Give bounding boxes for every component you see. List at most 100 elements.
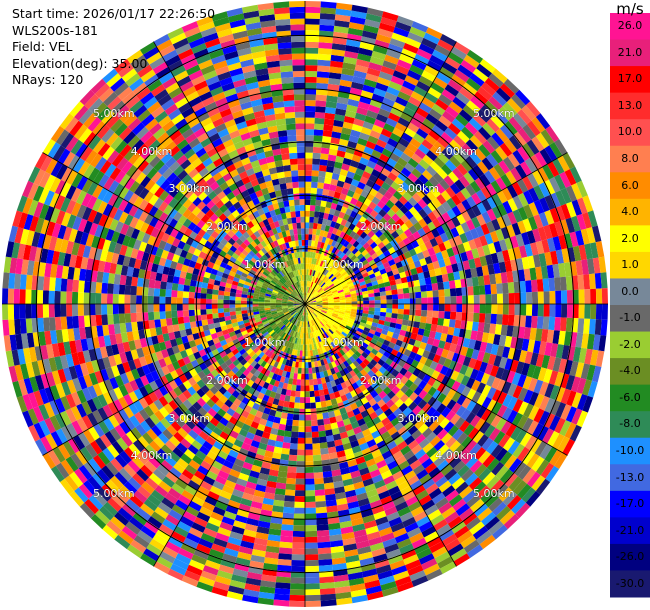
velocity-gate: [342, 285, 349, 290]
velocity-gate: [305, 525, 317, 532]
velocity-gate: [344, 256, 351, 263]
velocity-gate: [433, 141, 446, 153]
velocity-gate: [424, 180, 435, 191]
velocity-gate: [357, 101, 370, 110]
velocity-gate: [200, 314, 208, 321]
velocity-gate: [411, 21, 429, 33]
velocity-gate: [348, 22, 365, 31]
velocity-gate: [423, 32, 440, 45]
velocity-gate: [54, 304, 61, 318]
velocity-gate: [507, 282, 515, 294]
velocity-gate: [402, 106, 416, 118]
velocity-gate: [399, 85, 414, 97]
velocity-gate: [335, 283, 342, 289]
velocity-gate: [336, 287, 344, 292]
velocity-gate: [450, 296, 457, 304]
velocity-gate: [330, 60, 344, 68]
velocity-gate: [357, 253, 364, 260]
velocity-gate: [329, 66, 343, 74]
velocity-gate: [524, 243, 533, 257]
velocity-gate: [319, 229, 325, 237]
velocity-gate: [495, 128, 509, 143]
velocity-gate: [429, 145, 442, 157]
velocity-gate: [537, 226, 547, 241]
velocity-gate: [124, 313, 132, 323]
velocity-gate: [526, 292, 533, 304]
velocity-gate: [336, 250, 343, 257]
velocity-gate: [330, 260, 336, 267]
velocity-gate: [326, 165, 335, 173]
velocity-gate: [299, 408, 305, 415]
velocity-gate: [363, 252, 371, 260]
velocity-gate: [366, 67, 381, 77]
velocity-gate: [382, 229, 391, 238]
velocity-gate: [392, 304, 399, 309]
velocity-gate: [393, 162, 405, 172]
velocity-gate: [124, 304, 131, 314]
velocity-gate: [433, 304, 439, 311]
velocity-gate: [365, 179, 375, 188]
velocity-gate: [395, 227, 404, 236]
velocity-gate: [394, 200, 404, 210]
velocity-gate: [467, 286, 474, 296]
velocity-gate: [486, 208, 497, 221]
velocity-gate: [441, 89, 456, 102]
velocity-gate: [374, 177, 385, 187]
velocity-gate: [310, 299, 317, 303]
velocity-gate: [287, 466, 297, 473]
velocity-gate: [118, 294, 125, 304]
velocity-gate: [506, 184, 518, 199]
velocity-gate: [394, 235, 403, 244]
velocity-gate: [590, 304, 597, 320]
velocity-gate: [429, 161, 441, 173]
velocity-gate: [384, 143, 396, 153]
velocity-gate: [455, 311, 463, 321]
velocity-gate: [462, 82, 478, 96]
velocity-gate: [334, 114, 345, 122]
velocity-gate: [305, 455, 314, 462]
velocity-gate: [345, 296, 352, 300]
velocity-gate: [326, 232, 333, 239]
velocity-gate: [586, 227, 596, 244]
velocity-gate: [177, 310, 184, 318]
velocity-gate: [37, 290, 44, 304]
velocity-gate: [165, 311, 172, 319]
velocity-gate: [582, 212, 592, 229]
velocity-gate: [400, 181, 411, 192]
velocity-gate: [351, 304, 358, 307]
velocity-gate: [342, 182, 351, 190]
velocity-gate: [118, 313, 126, 324]
velocity-gate: [14, 318, 21, 335]
velocity-gate: [427, 221, 437, 232]
velocity-gate: [309, 205, 316, 212]
velocity-gate: [106, 304, 113, 315]
velocity-gate: [373, 163, 384, 173]
velocity-gate: [330, 267, 337, 274]
velocity-gate: [305, 594, 321, 602]
velocity-gate: [289, 448, 298, 456]
velocity-gate: [159, 296, 166, 304]
velocity-gate: [338, 276, 345, 282]
velocity-gate: [473, 91, 489, 105]
velocity-gate: [352, 76, 366, 85]
velocity-gate: [148, 279, 156, 289]
velocity-gate: [417, 198, 428, 209]
velocity-gate: [437, 152, 450, 164]
velocity-gate: [315, 234, 320, 242]
velocity-gate: [320, 447, 329, 455]
velocity-gate: [408, 286, 416, 293]
velocity-gate: [218, 290, 225, 296]
velocity-gate: [415, 297, 422, 304]
velocity-gate: [400, 111, 413, 123]
velocity-gate: [48, 304, 55, 318]
velocity-gate: [328, 299, 334, 302]
velocity-gate: [353, 70, 367, 79]
velocity-gate: [350, 159, 360, 168]
velocity-gate: [383, 162, 394, 173]
velocity-gate: [345, 146, 356, 155]
velocity-gate: [480, 223, 490, 236]
velocity-gate: [333, 25, 349, 34]
velocity-gate: [355, 272, 363, 278]
velocity-gate: [338, 293, 345, 297]
velocity-gate: [305, 530, 318, 538]
